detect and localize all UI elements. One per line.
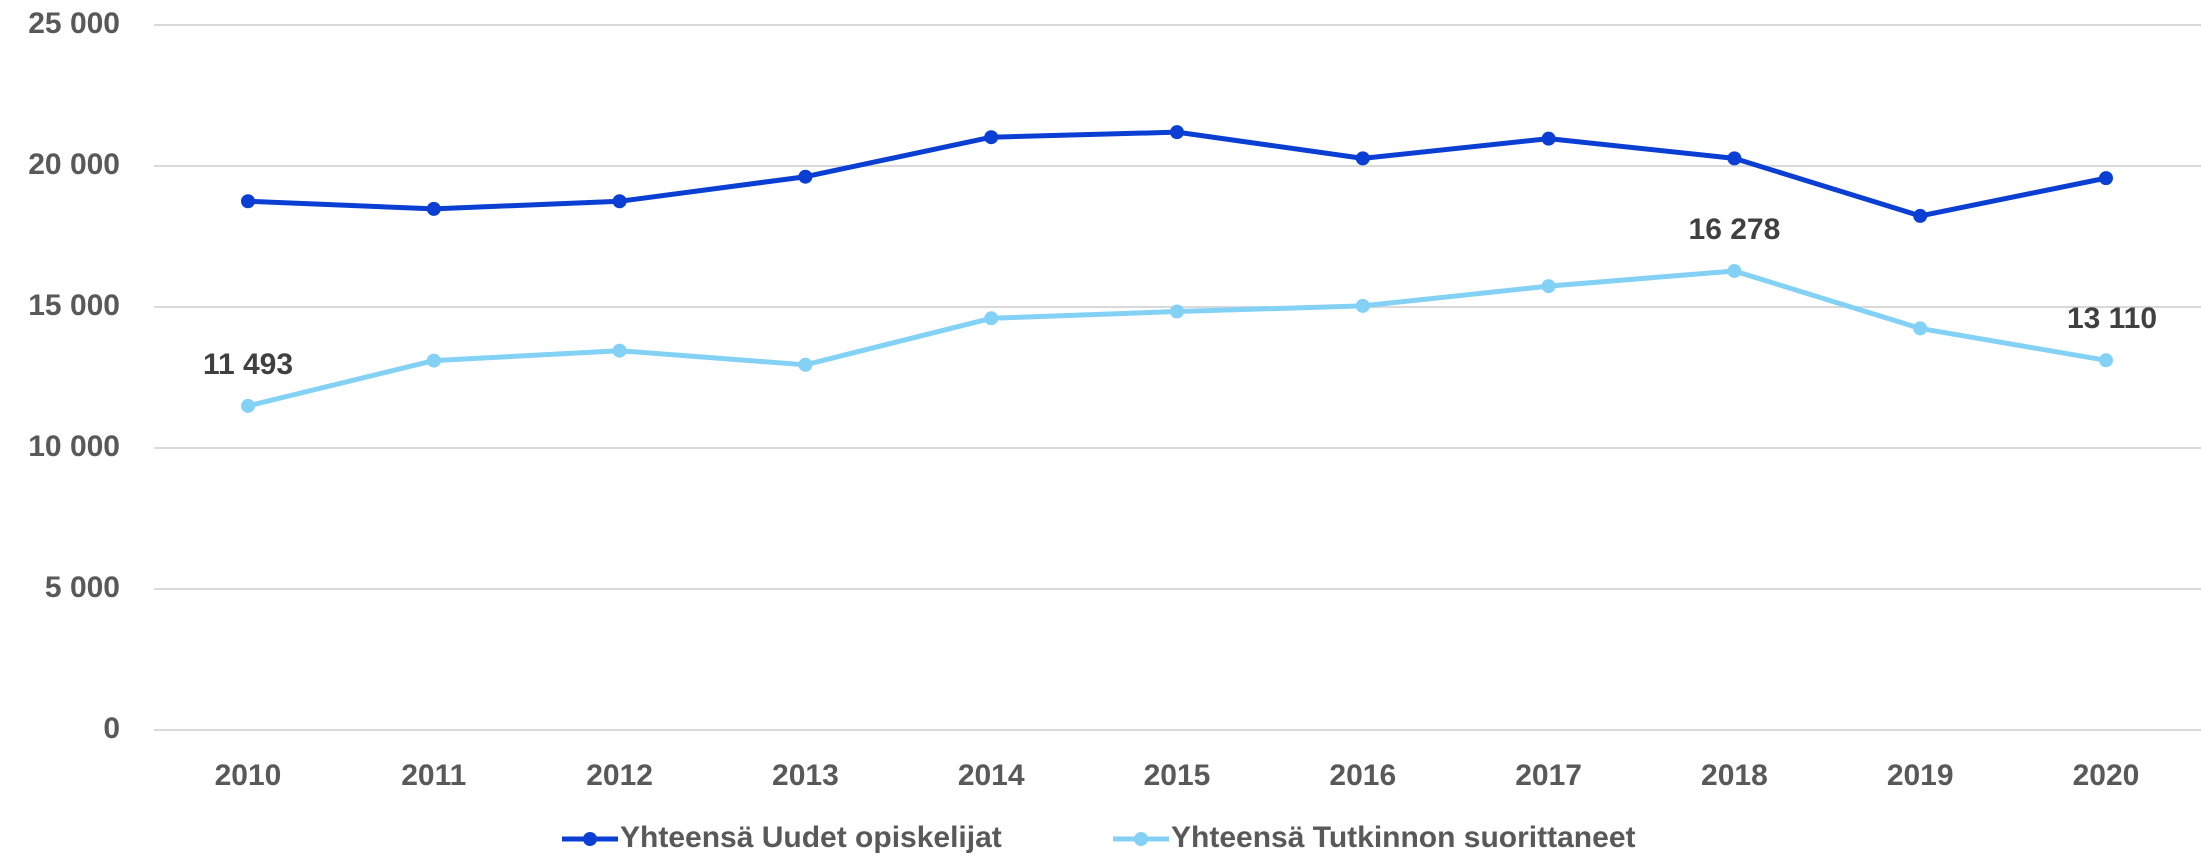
x-tick-label: 2019 [1887, 759, 1954, 792]
point [798, 357, 813, 372]
y-tick-label: 25 000 [28, 7, 120, 40]
legend-marker [1134, 832, 1148, 846]
point [1170, 125, 1184, 140]
y-tick-label: 10 000 [28, 430, 120, 463]
point [1727, 151, 1742, 166]
x-tick-label: 2017 [1515, 759, 1582, 792]
point [241, 398, 255, 413]
point [241, 194, 255, 209]
x-tick-label: 2010 [215, 759, 282, 792]
point [1170, 304, 1184, 319]
x-tick-label: 2014 [958, 759, 1025, 792]
point [612, 343, 627, 358]
point [1355, 151, 1370, 166]
point [1541, 279, 1556, 294]
point [2099, 353, 2113, 368]
point [2099, 171, 2113, 186]
y-tick-label: 5 000 [45, 571, 120, 604]
legend-marker [583, 832, 597, 846]
point [1727, 263, 1742, 278]
data-label: 11 493 [203, 348, 293, 381]
x-tick-label: 2011 [401, 759, 466, 792]
line [247, 268, 2107, 409]
data-label: 16 278 [1689, 213, 1781, 246]
x-tick-label: 2012 [586, 759, 653, 792]
point [1913, 321, 1928, 336]
point [984, 311, 999, 326]
y-tick-label: 15 000 [28, 289, 120, 322]
x-tick-label: 2015 [1144, 759, 1211, 792]
x-tick-label: 2016 [1329, 759, 1396, 792]
legend-label: Yhteensä Uudet opiskelijat [620, 821, 1002, 854]
x-tick-label: 2018 [1701, 759, 1768, 792]
x-tick-label: 2013 [772, 759, 839, 792]
line [247, 129, 2107, 219]
point [1541, 131, 1556, 146]
data-label: 13 110 [2067, 302, 2157, 335]
point [612, 194, 627, 209]
point [1355, 298, 1370, 313]
point [798, 169, 813, 184]
point [1913, 208, 1928, 223]
y-tick-label: 0 [103, 712, 120, 745]
point [426, 353, 441, 368]
y-tick-label: 20 000 [28, 148, 120, 181]
point [984, 130, 999, 145]
point [426, 201, 441, 216]
legend-label: Yhteensä Tutkinnon suorittaneet [1171, 821, 1636, 854]
x-tick-label: 2020 [2073, 759, 2140, 792]
